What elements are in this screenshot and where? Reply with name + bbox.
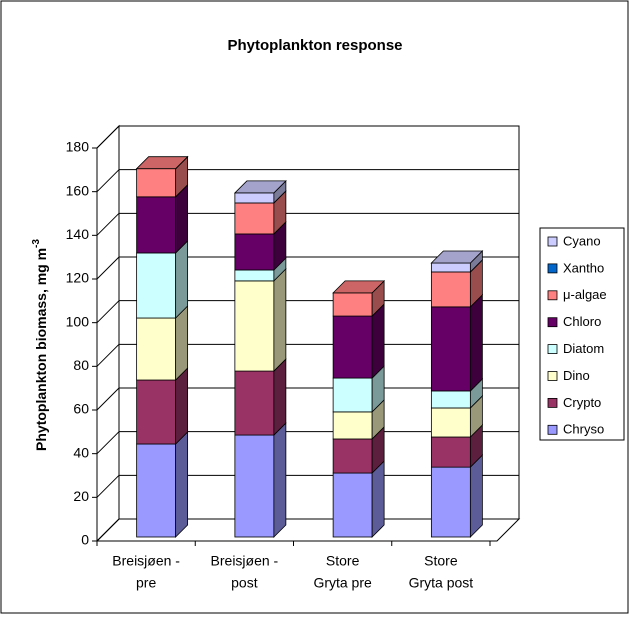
legend-label: Xantho bbox=[563, 260, 604, 275]
y-axis-label-sup: -3 bbox=[31, 239, 42, 248]
grid-line-side bbox=[96, 431, 120, 455]
bar-segment-side bbox=[175, 239, 189, 319]
bar-segment bbox=[332, 411, 373, 440]
legend-label: μ-algae bbox=[563, 287, 607, 302]
bar-top bbox=[233, 180, 287, 194]
bar-segment bbox=[430, 466, 471, 538]
legend-swatch bbox=[547, 263, 558, 274]
bar-segment bbox=[332, 315, 373, 379]
legend-swatch bbox=[547, 424, 558, 435]
bar-segment bbox=[234, 192, 275, 204]
grid-line-side bbox=[96, 387, 120, 411]
y-tick-label: 20 bbox=[73, 488, 89, 504]
grid-line-side bbox=[96, 474, 120, 498]
bar-segment bbox=[430, 436, 471, 468]
y-tick-label: 160 bbox=[66, 182, 90, 198]
grid-line-side bbox=[96, 169, 120, 193]
grid-line-side bbox=[96, 343, 120, 367]
bar-segment bbox=[234, 280, 275, 372]
x-tick-label: Store bbox=[424, 553, 458, 569]
bar-segment-side bbox=[469, 454, 483, 538]
bar-segment-side bbox=[175, 367, 189, 445]
bar-segment-side bbox=[273, 358, 287, 437]
legend-swatch bbox=[547, 290, 558, 301]
grid-line-side bbox=[96, 212, 120, 236]
bar-segment bbox=[136, 443, 177, 538]
bar-segment bbox=[430, 390, 471, 409]
legend-label: Chryso bbox=[563, 422, 604, 437]
y-tick-label: 120 bbox=[66, 270, 90, 286]
y-tick-label: 40 bbox=[73, 444, 89, 460]
bar-segment bbox=[234, 233, 275, 271]
y-tick-label: 100 bbox=[66, 313, 90, 329]
bar-segment bbox=[332, 377, 373, 413]
bar-segment bbox=[136, 379, 177, 445]
legend-swatch bbox=[547, 371, 558, 381]
bar-segment-side bbox=[273, 422, 287, 538]
y-axis-label-main: Phytoplankton biomass, mg m bbox=[33, 248, 49, 451]
bar-segment bbox=[332, 438, 373, 474]
bar-segment bbox=[136, 168, 177, 198]
legend-label: Dino bbox=[563, 368, 590, 383]
x-tick-label: post bbox=[231, 575, 258, 591]
bar-segment bbox=[234, 434, 275, 538]
bar-segment bbox=[430, 306, 471, 392]
bar-segment bbox=[234, 269, 275, 282]
grid-line-side bbox=[96, 518, 120, 542]
legend-swatch bbox=[547, 344, 558, 355]
legend-label: Chloro bbox=[563, 314, 601, 329]
bar-segment bbox=[234, 202, 275, 235]
bar-segment-side bbox=[469, 293, 483, 392]
chart-title: Phytoplankton response bbox=[227, 37, 402, 54]
x-tick-label: Gryta post bbox=[409, 575, 474, 591]
bar-segment bbox=[430, 262, 471, 273]
y-tick-label: 140 bbox=[66, 226, 90, 242]
bar-segment-side bbox=[175, 305, 189, 381]
legend-swatch bbox=[547, 317, 558, 328]
grid-line-side bbox=[96, 256, 120, 280]
bar-segment-side bbox=[371, 460, 385, 538]
legend-label: Cyano bbox=[563, 233, 601, 248]
bar-segment bbox=[430, 271, 471, 308]
bar-segment bbox=[234, 370, 275, 436]
grid-line-side bbox=[96, 125, 120, 149]
y-tick-label: 0 bbox=[81, 532, 89, 548]
x-tick-label: Store bbox=[326, 553, 360, 569]
x-tick-label: pre bbox=[136, 575, 156, 591]
bar-segment-side bbox=[273, 267, 287, 373]
bar-segment bbox=[332, 292, 373, 317]
bar-top bbox=[332, 280, 386, 294]
bar-segment bbox=[136, 317, 177, 381]
bar-segment-side bbox=[175, 431, 189, 538]
bar-segment bbox=[136, 252, 177, 319]
y-tick-label: 80 bbox=[73, 357, 89, 373]
bar-segment-side bbox=[371, 303, 385, 380]
x-tick-label: Breisjøen - bbox=[211, 553, 279, 569]
bar-top bbox=[135, 156, 189, 170]
legend-swatch bbox=[547, 397, 558, 408]
bar-segment bbox=[136, 196, 177, 254]
bar-segment bbox=[332, 472, 373, 538]
bar-segment bbox=[430, 407, 471, 438]
x-tick-label: Gryta pre bbox=[313, 575, 372, 591]
legend-label: Crypto bbox=[563, 395, 601, 410]
legend-label: Diatom bbox=[563, 341, 604, 356]
y-tick-label: 180 bbox=[66, 139, 90, 155]
x-tick-label: Breisjøen - bbox=[112, 553, 180, 569]
legend-swatch bbox=[547, 236, 558, 247]
y-axis-label: Phytoplankton biomass, mg m-3 bbox=[31, 239, 49, 451]
bar-top bbox=[430, 250, 484, 264]
grid-line-side bbox=[96, 300, 120, 324]
y-tick-label: 60 bbox=[73, 401, 89, 417]
